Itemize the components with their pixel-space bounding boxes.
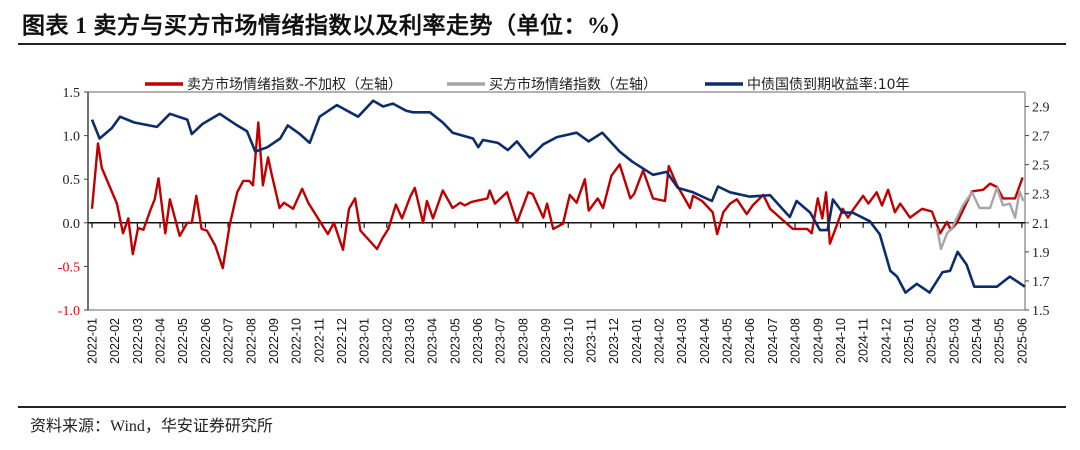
x-tick-label: 2023-03 xyxy=(403,318,417,364)
series-line-2 xyxy=(936,186,1025,251)
x-tick-label: 2024-12 xyxy=(879,318,893,364)
x-tick-label: 2024-02 xyxy=(653,318,667,364)
right-tick-label: 1.7 xyxy=(1032,275,1050,290)
source-divider xyxy=(18,406,1066,408)
x-tick-label: 2025-02 xyxy=(925,318,939,364)
legend-label-3: 中债国债到期收益率:10年 xyxy=(747,76,910,93)
legend-label-2: 买方市场情绪指数（左轴） xyxy=(489,76,657,93)
left-tick-label: -0.5 xyxy=(58,260,80,275)
x-tick-label: 2025-03 xyxy=(947,318,961,364)
right-tick-label: 2.3 xyxy=(1032,188,1050,203)
x-tick-label: 2024-08 xyxy=(789,318,803,364)
x-tick-label: 2022-02 xyxy=(108,318,122,364)
x-tick-label: 2024-01 xyxy=(630,318,644,364)
x-tick-label: 2022-10 xyxy=(290,318,304,364)
x-tick-label: 2023-05 xyxy=(448,318,462,364)
x-tick-label: 2023-09 xyxy=(539,318,553,364)
x-tick-label: 2023-01 xyxy=(358,318,372,364)
x-tick-label: 2023-07 xyxy=(494,318,508,364)
x-tick-label: 2024-03 xyxy=(675,318,689,364)
right-tick-label: 2.1 xyxy=(1032,217,1050,232)
right-tick-label: 2.9 xyxy=(1032,101,1050,116)
chart-title: 图表 1 卖方与买方市场情绪指数以及利率走势（单位：%） xyxy=(22,13,634,38)
x-tick-label: 2022-12 xyxy=(335,318,349,364)
x-tick-label: 2024-09 xyxy=(811,318,825,364)
x-tick-label: 2022-01 xyxy=(86,318,100,364)
legend-label-1: 卖方市场情绪指数-不加权（左轴） xyxy=(187,76,402,93)
x-tick-label: 2024-10 xyxy=(834,318,848,364)
x-tick-label: 2023-12 xyxy=(607,318,621,364)
x-tick-label: 2025-06 xyxy=(1015,318,1029,364)
x-tick-label: 2023-10 xyxy=(562,318,576,364)
x-tick-label: 2022-07 xyxy=(222,318,236,364)
left-tick-label: 1.0 xyxy=(63,130,81,145)
left-tick-label: 1.5 xyxy=(63,86,81,101)
x-tick-label: 2022-05 xyxy=(176,318,190,364)
left-tick-label: -1.0 xyxy=(58,304,80,319)
x-tick-label: 2024-06 xyxy=(743,318,757,364)
right-tick-label: 2.7 xyxy=(1032,130,1050,145)
x-tick-label: 2024-11 xyxy=(857,318,871,363)
x-tick-label: 2023-02 xyxy=(380,318,394,364)
x-tick-label: 2022-03 xyxy=(131,318,145,364)
left-tick-label: 0.0 xyxy=(63,217,81,232)
x-tick-label: 2025-01 xyxy=(902,318,916,364)
x-tick-label: 2022-06 xyxy=(199,318,213,364)
title-divider xyxy=(18,43,1066,45)
left-tick-label: 0.5 xyxy=(63,173,81,188)
x-tick-label: 2022-08 xyxy=(244,318,258,364)
x-tick-label: 2024-04 xyxy=(698,318,712,364)
x-tick-label: 2024-07 xyxy=(766,318,780,364)
series-line-3 xyxy=(90,99,1026,294)
right-tick-label: 1.9 xyxy=(1032,246,1050,261)
x-tick-label: 2025-05 xyxy=(993,318,1007,364)
x-tick-label: 2022-09 xyxy=(267,318,281,364)
x-tick-label: 2024-05 xyxy=(721,318,735,364)
x-tick-label: 2023-06 xyxy=(471,318,485,364)
x-tick-label: 2023-08 xyxy=(516,318,530,364)
source-note: 资料来源：Wind，华安证券研究所 xyxy=(30,418,273,435)
x-tick-label: 2022-11 xyxy=(312,318,326,363)
x-tick-label: 2023-04 xyxy=(426,318,440,364)
x-tick-label: 2022-04 xyxy=(154,318,168,364)
x-tick-label: 2025-04 xyxy=(970,318,984,364)
x-tick-label: 2023-11 xyxy=(584,318,598,363)
right-tick-label: 1.5 xyxy=(1032,304,1050,319)
right-tick-label: 2.5 xyxy=(1032,159,1050,174)
